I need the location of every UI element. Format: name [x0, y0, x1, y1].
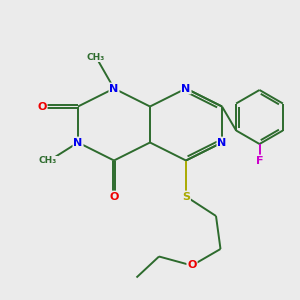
Text: O: O — [187, 260, 197, 271]
Text: N: N — [182, 83, 190, 94]
Text: O: O — [109, 191, 119, 202]
Text: N: N — [74, 137, 82, 148]
Text: N: N — [110, 83, 118, 94]
Text: O: O — [37, 101, 47, 112]
Text: N: N — [218, 137, 226, 148]
Text: CH₃: CH₃ — [39, 156, 57, 165]
Text: F: F — [256, 155, 263, 166]
Text: S: S — [182, 191, 190, 202]
Text: CH₃: CH₃ — [87, 52, 105, 62]
